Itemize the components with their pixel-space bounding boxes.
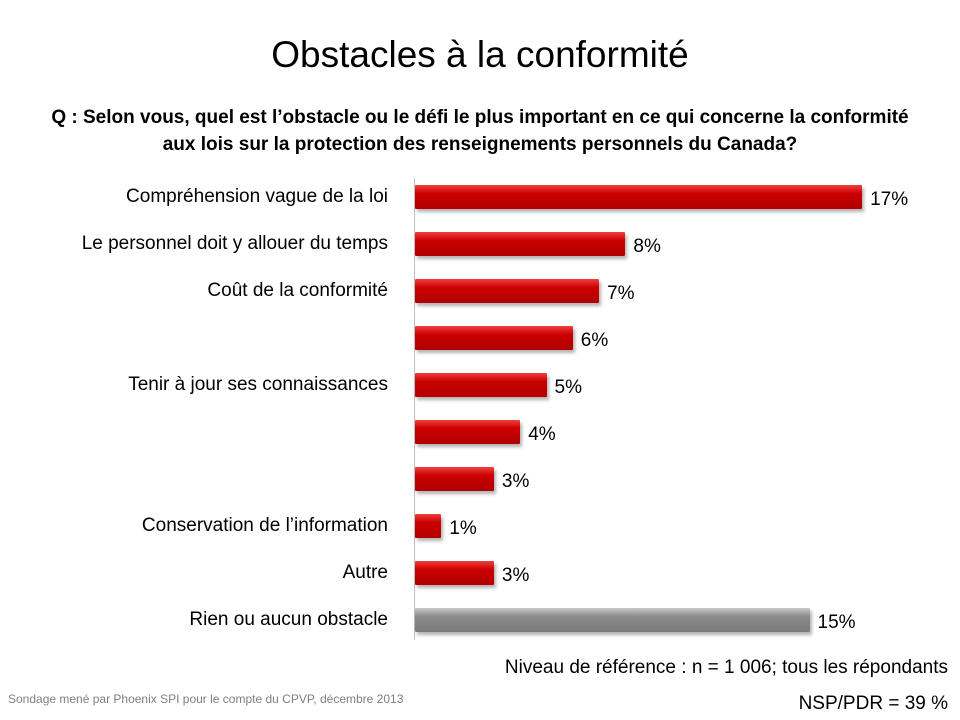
data-label: 5%: [554, 377, 582, 398]
data-label: 15%: [817, 612, 856, 633]
bar: [415, 185, 863, 209]
bar: [415, 373, 547, 397]
data-label: 3%: [501, 565, 530, 586]
category-label: Conservation de l’information: [141, 515, 388, 536]
data-label: 7%: [607, 283, 635, 304]
bar: [415, 467, 494, 491]
bar: [415, 561, 494, 585]
bar: [415, 514, 442, 538]
category-label: Coût de la conformité: [207, 280, 388, 301]
dk-note: NSP/PDR = 39 %: [798, 693, 948, 714]
data-label: 6%: [580, 330, 609, 351]
bar: [415, 232, 626, 256]
category-label: Compréhension vague de la loi: [126, 186, 388, 207]
bar: [415, 420, 521, 444]
category-label: Autre: [342, 562, 388, 583]
bar: [415, 279, 600, 303]
data-label: 1%: [449, 518, 477, 539]
category-label: Rien ou aucun obstacle: [189, 609, 388, 630]
data-label: 3%: [501, 471, 530, 492]
category-label: Tenir à jour ses connaissances: [128, 374, 388, 395]
data-label: 17%: [870, 189, 909, 210]
category-label: Le personnel doit y allouer du temps: [81, 233, 388, 254]
data-label: 8%: [633, 236, 661, 257]
bar: [415, 326, 573, 350]
survey-question: Q : Selon vous, quel est l’obstacle ou l…: [51, 107, 909, 155]
page-title: Obstacles à la conformité: [271, 34, 689, 75]
base-note: Niveau de référence : n = 1 006; tous le…: [504, 657, 948, 678]
data-label: 4%: [528, 424, 556, 445]
category-axis-line: [414, 178, 415, 640]
bar: [415, 608, 810, 632]
source-note: Sondage mené par Phoenix SPI pour le com…: [8, 692, 404, 706]
